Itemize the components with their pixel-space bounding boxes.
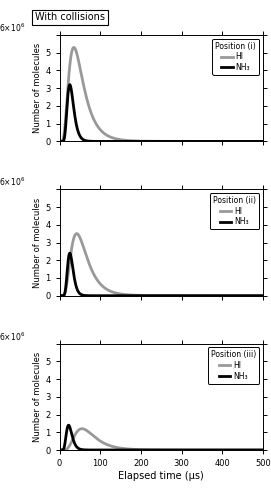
NH₃ [136, 292, 139, 298]
Line: HI: HI [60, 234, 263, 296]
HI [180, 138, 183, 144]
NH₃ [210, 292, 213, 298]
Line: HI: HI [60, 48, 263, 142]
Legend: HI, NH₃: HI, NH₃ [212, 39, 259, 75]
NH₃ [261, 447, 264, 453]
Line: NH₃: NH₃ [60, 84, 263, 141]
NH₃ [136, 138, 139, 144]
HI [58, 292, 61, 298]
X-axis label: Elapsed time (μs): Elapsed time (μs) [118, 471, 204, 481]
HI [190, 138, 193, 144]
HI [210, 292, 213, 298]
NH₃ [67, 422, 70, 428]
HI [75, 230, 78, 236]
HI [180, 447, 183, 453]
NH₃ [68, 250, 72, 256]
Line: HI: HI [60, 428, 263, 450]
HI [261, 447, 264, 453]
NH₃ [58, 447, 61, 453]
NH₃ [261, 138, 264, 144]
NH₃ [180, 138, 183, 144]
HI [225, 138, 228, 144]
NH₃ [68, 82, 72, 87]
NH₃ [180, 292, 183, 298]
NH₃ [95, 292, 98, 298]
HI [95, 276, 98, 282]
NH₃ [261, 292, 264, 298]
NH₃ [225, 292, 228, 298]
HI [58, 447, 61, 453]
Text: $6{\times}10^6$: $6{\times}10^6$ [0, 330, 25, 342]
NH₃ [210, 138, 213, 144]
HI [210, 138, 213, 144]
HI [136, 292, 139, 298]
HI [95, 122, 98, 128]
NH₃ [190, 447, 193, 453]
HI [261, 292, 264, 298]
HI [72, 44, 75, 51]
NH₃ [58, 292, 61, 298]
NH₃ [180, 447, 183, 453]
NH₃ [58, 138, 61, 144]
Y-axis label: Number of molecules: Number of molecules [33, 43, 43, 134]
HI [95, 436, 98, 442]
HI [58, 138, 61, 144]
HI [190, 292, 193, 298]
NH₃ [210, 447, 213, 453]
NH₃ [190, 138, 193, 144]
HI [190, 447, 193, 453]
Legend: HI, NH₃: HI, NH₃ [210, 193, 259, 230]
Text: With collisions: With collisions [35, 12, 105, 22]
Line: NH₃: NH₃ [60, 425, 263, 450]
NH₃ [225, 138, 228, 144]
Legend: HI, NH₃: HI, NH₃ [208, 348, 259, 384]
NH₃ [225, 447, 228, 453]
HI [136, 446, 139, 452]
Line: NH₃: NH₃ [60, 253, 263, 296]
NH₃ [95, 447, 98, 453]
HI [225, 447, 228, 453]
Y-axis label: Number of molecules: Number of molecules [33, 352, 43, 442]
Text: $6{\times}10^6$: $6{\times}10^6$ [0, 22, 25, 34]
HI [210, 447, 213, 453]
Y-axis label: Number of molecules: Number of molecules [33, 198, 43, 288]
NH₃ [136, 447, 139, 453]
HI [136, 138, 139, 144]
Text: $6{\times}10^6$: $6{\times}10^6$ [0, 176, 25, 188]
NH₃ [190, 292, 193, 298]
HI [180, 292, 183, 298]
HI [261, 138, 264, 144]
HI [225, 292, 228, 298]
HI [80, 426, 83, 432]
NH₃ [95, 138, 98, 144]
